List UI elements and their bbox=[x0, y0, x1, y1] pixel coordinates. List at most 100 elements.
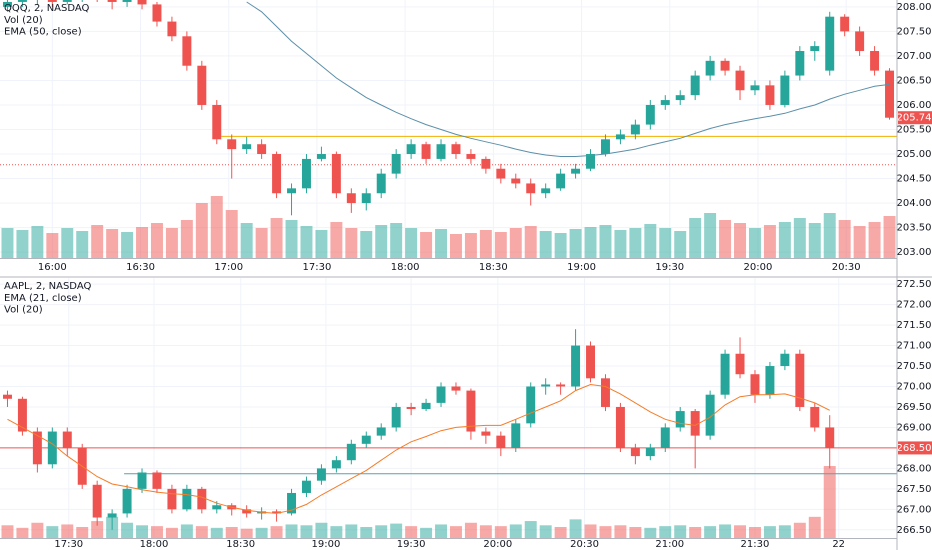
candle-body bbox=[406, 144, 416, 155]
volume-bar bbox=[883, 216, 896, 258]
candle-body bbox=[361, 193, 371, 204]
y-tick-label: 268.00 bbox=[897, 463, 932, 474]
candle-body bbox=[630, 124, 640, 135]
volume-bar bbox=[659, 228, 672, 258]
plot-area bbox=[0, 278, 897, 538]
candle-body bbox=[391, 154, 401, 174]
volume-bar bbox=[345, 228, 358, 258]
volume-bar bbox=[734, 525, 747, 538]
candle-body bbox=[331, 154, 341, 194]
volume-bar bbox=[524, 521, 537, 538]
candle-body bbox=[660, 427, 670, 448]
candle-body bbox=[675, 411, 685, 428]
candle-body bbox=[62, 0, 72, 2]
volume-bar bbox=[270, 526, 283, 538]
y-tick-label: 267.50 bbox=[897, 484, 932, 495]
candle-body bbox=[705, 60, 715, 76]
y-tick-label: 205.00 bbox=[897, 149, 932, 160]
volume-bar bbox=[614, 230, 627, 258]
candle-body bbox=[526, 183, 536, 194]
volume-bar bbox=[763, 225, 776, 258]
volume-bar bbox=[494, 232, 507, 258]
volume-bar bbox=[225, 210, 238, 258]
legend-title: AAPL, 2, NASDAQ bbox=[4, 281, 91, 292]
volume-bar bbox=[868, 222, 881, 258]
candle-body bbox=[391, 406, 401, 428]
price-label-box bbox=[898, 111, 932, 125]
candle-body bbox=[182, 36, 192, 66]
volume-bar bbox=[76, 231, 89, 258]
candle-body bbox=[152, 472, 162, 489]
candle-body bbox=[586, 154, 596, 169]
volume-bar bbox=[16, 230, 29, 258]
volume-bar bbox=[420, 527, 433, 538]
y-tick-label: 204.50 bbox=[897, 174, 932, 185]
candle-body bbox=[735, 70, 745, 91]
candle-body bbox=[197, 488, 207, 510]
y-tick-label: 267.00 bbox=[897, 504, 932, 515]
volume-bar bbox=[554, 233, 567, 258]
candle-body bbox=[92, 484, 102, 518]
candle-body bbox=[825, 427, 835, 448]
volume-bar bbox=[300, 525, 313, 538]
y-tick-label: 272.50 bbox=[897, 279, 932, 290]
x-tick-label: 20:00 bbox=[483, 539, 512, 550]
candle-body bbox=[287, 492, 297, 514]
legend-indicator: EMA (50, close) bbox=[4, 27, 82, 38]
candle-body bbox=[331, 460, 341, 469]
volume-bar bbox=[584, 227, 597, 258]
candle-body bbox=[481, 158, 491, 169]
volume-bar bbox=[674, 231, 687, 258]
candle-body bbox=[840, 16, 850, 32]
volume-bar bbox=[808, 516, 821, 538]
x-tick-label: 20:30 bbox=[570, 539, 599, 550]
volume-bar bbox=[31, 226, 44, 258]
y-tick-label: 271.50 bbox=[897, 320, 932, 331]
legend-title: QQQ, 2, NASDAQ bbox=[4, 3, 90, 14]
x-tick-label: 19:30 bbox=[655, 262, 684, 273]
volume-bar bbox=[180, 524, 193, 538]
y-tick-label: 204.00 bbox=[897, 198, 932, 209]
y-tick-label: 206.00 bbox=[897, 100, 932, 111]
volume-bar bbox=[121, 232, 134, 258]
candle-body bbox=[167, 21, 177, 37]
volume-bar bbox=[719, 524, 732, 538]
volume-bar bbox=[629, 526, 642, 538]
candle-body bbox=[780, 75, 790, 105]
volume-bar bbox=[270, 218, 283, 258]
volume-bar bbox=[210, 527, 223, 538]
candle-body bbox=[720, 60, 730, 71]
candle-body bbox=[346, 193, 356, 204]
volume-bar bbox=[435, 229, 448, 258]
candle-body bbox=[481, 431, 491, 436]
x-tick-label: 19:30 bbox=[397, 539, 426, 550]
x-tick-label: 21:30 bbox=[741, 539, 770, 550]
candle-body bbox=[870, 51, 880, 71]
candle-body bbox=[541, 188, 551, 194]
candle-body bbox=[571, 168, 581, 174]
volume-bar bbox=[360, 526, 373, 538]
price-label: 205.74 bbox=[897, 113, 932, 124]
candle-body bbox=[586, 345, 596, 379]
volume-bar bbox=[255, 228, 268, 258]
y-tick-label: 269.50 bbox=[897, 402, 932, 413]
candle-body bbox=[556, 173, 566, 189]
volume-bar bbox=[121, 522, 134, 538]
volume-bar bbox=[150, 223, 163, 258]
candle-body bbox=[600, 139, 610, 155]
x-tick-label: 16:00 bbox=[38, 262, 67, 273]
candle-body bbox=[720, 353, 730, 395]
candle-body bbox=[556, 384, 566, 387]
volume-bar bbox=[644, 527, 657, 538]
candle-body bbox=[47, 431, 57, 465]
candle-body bbox=[257, 144, 267, 155]
candle-body bbox=[346, 443, 356, 461]
panel: 272.50 272.00 271.50 271.00 270.50 270.00 269.… bbox=[0, 278, 932, 550]
y-tick-label: 270.00 bbox=[897, 382, 932, 393]
volume-bar bbox=[1, 525, 14, 538]
candle-body bbox=[690, 75, 700, 96]
volume-bar bbox=[91, 521, 104, 538]
volume-bar bbox=[210, 196, 223, 258]
